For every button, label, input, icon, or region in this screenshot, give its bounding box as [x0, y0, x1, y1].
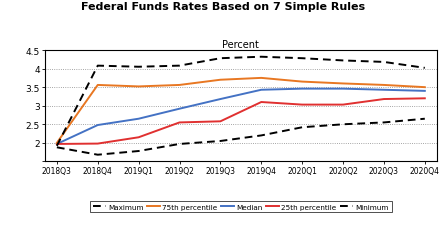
- Minimum: [218, 140, 223, 143]
- Minimum: [177, 143, 182, 146]
- Maximum: [381, 61, 387, 64]
- 25th percentile: [218, 120, 223, 123]
- Median: [299, 88, 305, 91]
- Line: Minimum: Minimum: [57, 119, 425, 155]
- Median: [340, 88, 346, 91]
- 25th percentile: [259, 101, 264, 104]
- Maximum: [136, 66, 141, 69]
- 75th percentile: [299, 81, 305, 84]
- 75th percentile: [218, 79, 223, 82]
- 75th percentile: [95, 84, 100, 87]
- Maximum: [95, 65, 100, 68]
- Minimum: [136, 150, 141, 153]
- 75th percentile: [340, 83, 346, 85]
- Maximum: [340, 60, 346, 63]
- Title: Percent: Percent: [223, 40, 259, 50]
- Median: [54, 143, 59, 146]
- Minimum: [381, 122, 387, 124]
- Median: [136, 118, 141, 121]
- 25th percentile: [177, 122, 182, 124]
- 25th percentile: [422, 97, 427, 100]
- Minimum: [422, 118, 427, 121]
- Maximum: [259, 56, 264, 59]
- 25th percentile: [54, 143, 59, 146]
- Maximum: [54, 145, 59, 148]
- Median: [218, 98, 223, 101]
- Median: [422, 90, 427, 93]
- Median: [259, 89, 264, 92]
- Minimum: [54, 146, 59, 149]
- Median: [381, 89, 387, 92]
- Maximum: [218, 58, 223, 60]
- 25th percentile: [340, 104, 346, 106]
- Minimum: [259, 134, 264, 137]
- 25th percentile: [95, 143, 100, 145]
- 25th percentile: [381, 98, 387, 101]
- Line: 25th percentile: 25th percentile: [57, 99, 425, 144]
- 75th percentile: [259, 77, 264, 80]
- Minimum: [299, 126, 305, 129]
- Legend: Maximum, 75th percentile, Median, 25th percentile, Minimum: Maximum, 75th percentile, Median, 25th p…: [90, 201, 392, 213]
- 75th percentile: [136, 86, 141, 88]
- Text: Federal Funds Rates Based on 7 Simple Rules: Federal Funds Rates Based on 7 Simple Ru…: [81, 2, 365, 12]
- Maximum: [177, 65, 182, 68]
- Median: [177, 108, 182, 111]
- Minimum: [95, 154, 100, 156]
- Maximum: [422, 67, 427, 70]
- Median: [95, 124, 100, 127]
- 25th percentile: [136, 136, 141, 139]
- Line: 75th percentile: 75th percentile: [57, 79, 425, 143]
- Line: Maximum: Maximum: [57, 58, 425, 146]
- Line: Median: Median: [57, 89, 425, 144]
- Maximum: [299, 58, 305, 60]
- 75th percentile: [177, 84, 182, 87]
- Minimum: [340, 123, 346, 126]
- 25th percentile: [299, 104, 305, 106]
- 75th percentile: [381, 84, 387, 87]
- 75th percentile: [422, 86, 427, 89]
- 75th percentile: [54, 142, 59, 145]
